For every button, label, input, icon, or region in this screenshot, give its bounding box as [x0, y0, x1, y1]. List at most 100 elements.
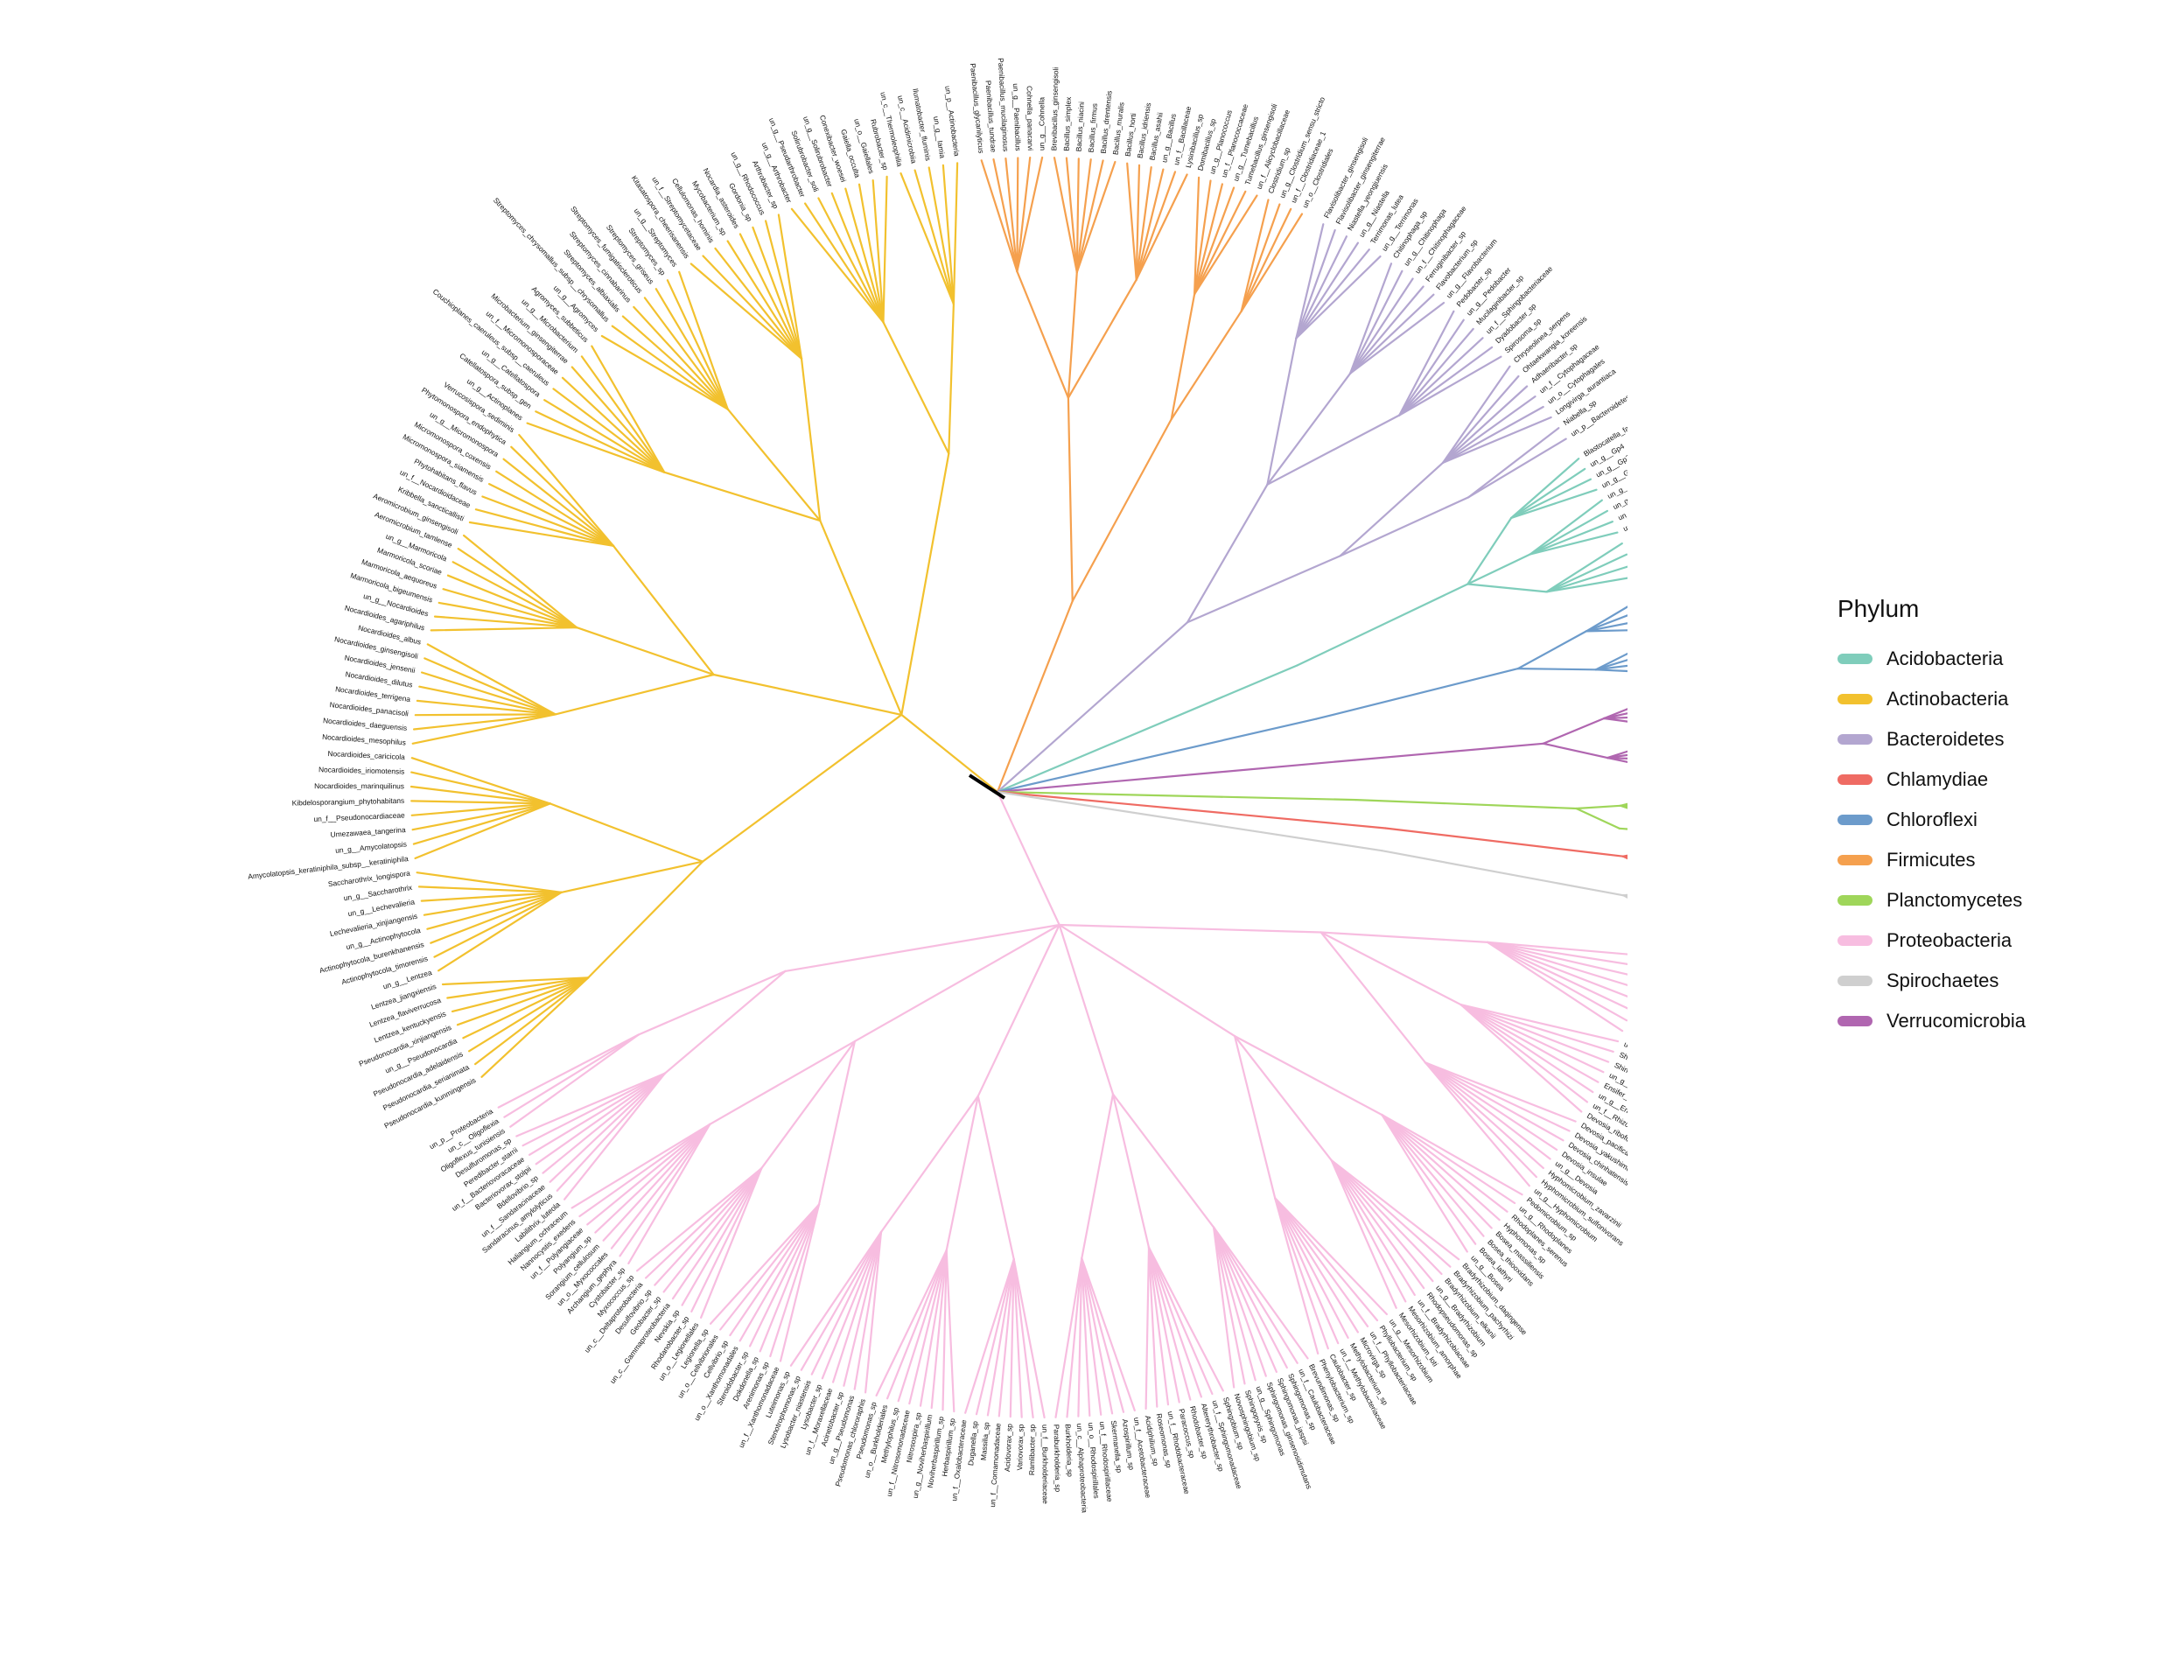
leaf-branch: [1398, 318, 1465, 416]
tip-label: un_g__Iamia: [932, 116, 947, 159]
leaf-branch: [570, 366, 666, 473]
clade-branch: [1315, 667, 1520, 720]
leaf-branch: [1212, 1226, 1246, 1385]
leaf-branch: [1381, 1113, 1523, 1196]
leaf-branch: [578, 1123, 711, 1218]
leaf-branch: [416, 699, 556, 716]
subclade-branch: [554, 673, 715, 716]
subclade-branch: [1575, 804, 1622, 810]
leaf-branch: [1330, 1158, 1452, 1268]
clade-branch: [712, 673, 903, 717]
leaf-branch: [1348, 262, 1393, 374]
leaf-branch: [1147, 1246, 1170, 1406]
leaf-branch: [1075, 160, 1116, 274]
leaf-branch: [945, 1249, 956, 1413]
leaf-branch: [433, 615, 578, 629]
leaf-branch: [1193, 176, 1200, 296]
tip-label: un_g__Paenibacillus: [1012, 83, 1023, 151]
leaf-branch: [690, 1167, 763, 1313]
subclade-branch: [1466, 553, 1532, 585]
clade-branch: [1296, 583, 1469, 667]
leaf-branch: [1081, 1256, 1125, 1413]
leaf-branch: [1467, 438, 1567, 499]
leaf-branch: [872, 179, 885, 324]
phylum-branch: [996, 599, 1074, 794]
leaf-branch: [1016, 157, 1032, 273]
leaf-branch: [729, 1203, 821, 1337]
subclade-branch: [882, 321, 950, 455]
subclade-branch: [1591, 851, 1625, 858]
subclade-branch: [1067, 270, 1078, 399]
legend-item-acidobacteria: Acidobacteria: [1838, 639, 2026, 679]
leaf-branch: [1274, 1197, 1369, 1327]
leaf-branch: [662, 1167, 763, 1293]
leaf-branch: [864, 1230, 883, 1394]
leaf-branch: [1065, 157, 1078, 274]
subclade-branch: [760, 1040, 857, 1170]
subclade-branch: [1575, 807, 1620, 830]
leaf-branch: [914, 169, 956, 305]
leaf-branch: [487, 482, 615, 547]
leaf-branch: [462, 976, 590, 1040]
leaf-branch: [430, 626, 578, 632]
leaf-branch: [1381, 1113, 1493, 1229]
subclade-branch: [1542, 717, 1606, 745]
leaf-branch: [886, 1249, 948, 1400]
subclade-branch: [800, 357, 822, 522]
leaf-branch: [1622, 894, 1628, 900]
leaf-branch: [1424, 1061, 1558, 1152]
leaf-branch: [671, 1167, 763, 1300]
subclade-branch: [1320, 931, 1489, 944]
leaf-branch: [549, 1072, 667, 1183]
leaf-branch: [452, 561, 578, 629]
leaf-branch: [1077, 1256, 1083, 1418]
leaf-branch: [1016, 156, 1044, 273]
subclade-branch: [1516, 667, 1597, 671]
legend-swatch: [1838, 815, 1872, 825]
leaf-branch: [526, 422, 666, 473]
leaf-branch: [897, 1249, 948, 1403]
leaf-branch: [1348, 270, 1404, 374]
tip-label: Nocardioides_panacisoli: [329, 700, 409, 718]
leaf-branch: [1147, 1246, 1224, 1392]
leaf-branch: [535, 410, 666, 473]
leaf-branch: [610, 1123, 711, 1250]
leaf-branch: [1441, 365, 1511, 464]
legend: Phylum Acidobacteria Actinobacteria Bact…: [1838, 595, 2026, 1041]
leaf-branch: [831, 1230, 883, 1383]
leaf-branch: [1147, 1246, 1203, 1398]
leaf-branch: [580, 355, 666, 473]
leaf-branch: [1619, 804, 1628, 809]
leaf-branch: [441, 976, 590, 986]
legend-label: Chlamydiae: [1886, 768, 1989, 790]
subclade-branch: [976, 1095, 1015, 1261]
subclade-branch: [1266, 337, 1298, 486]
leaf-branch: [1441, 416, 1552, 464]
leaf-branch: [522, 1072, 667, 1147]
leaf-branch: [1081, 1256, 1102, 1416]
leaf-branch: [1619, 802, 1628, 807]
leaf-branch: [426, 891, 563, 930]
leaf-branch: [759, 1203, 821, 1353]
leaf-branch: [446, 574, 578, 629]
leaf-branch: [719, 1203, 821, 1331]
leaf-branch: [714, 247, 803, 360]
leaf-branch: [543, 399, 666, 473]
leaf-branch: [433, 891, 563, 958]
leaf-branch: [1585, 614, 1628, 633]
clade-branch: [1186, 555, 1341, 624]
subclade-branch: [945, 1095, 979, 1252]
tree-branches: [410, 156, 1628, 1419]
leaf-branch: [1545, 565, 1628, 593]
clade-branch: [1384, 827, 1593, 854]
leaf-branch: [1135, 171, 1177, 281]
subclade-branch: [1170, 310, 1242, 421]
subclade-branch: [549, 802, 704, 863]
leaf-branch: [1295, 228, 1336, 340]
leaf-branch: [1066, 1256, 1083, 1418]
leaf-branch: [442, 588, 578, 629]
leaf-branch: [1381, 1113, 1477, 1245]
leaf-branch: [417, 886, 563, 894]
leaf-branch: [446, 976, 590, 999]
tree-tip-labels: Pseudonocardia_kunmingensisPseudonocardi…: [248, 58, 1628, 1514]
